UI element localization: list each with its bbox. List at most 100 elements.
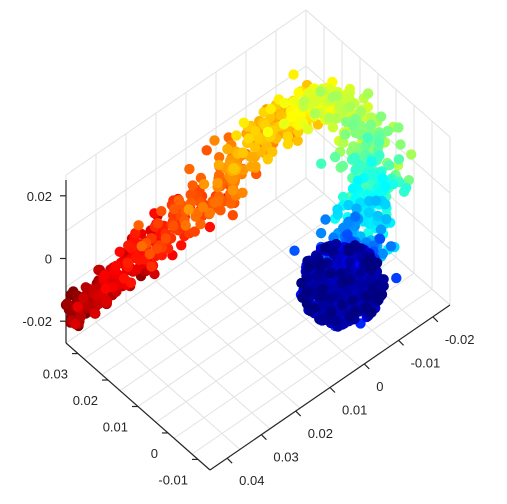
data-point <box>355 106 366 117</box>
data-point <box>279 118 290 129</box>
data-point <box>89 308 101 319</box>
data-point <box>323 112 335 124</box>
axes <box>60 180 451 471</box>
data-point <box>231 130 242 141</box>
data-point <box>335 268 347 279</box>
data-point <box>293 87 304 98</box>
data-point <box>250 161 261 172</box>
data-points <box>60 69 417 332</box>
data-point <box>315 227 327 239</box>
data-point <box>80 282 92 293</box>
data-point <box>265 103 276 115</box>
data-point <box>347 183 359 194</box>
x-tick-label: -0.01 <box>158 472 188 487</box>
data-point <box>176 240 187 251</box>
data-point <box>375 224 387 235</box>
data-point <box>288 69 299 80</box>
data-point <box>374 233 386 245</box>
data-point <box>204 221 216 233</box>
data-point <box>180 220 191 231</box>
data-point <box>373 136 385 148</box>
y-tick-mark <box>295 410 302 417</box>
data-point <box>344 101 356 113</box>
data-point <box>348 120 359 131</box>
data-point <box>100 283 112 294</box>
data-point <box>343 246 355 257</box>
wall-grid-line <box>65 177 307 344</box>
data-point <box>303 261 315 272</box>
data-point <box>286 111 297 123</box>
x-tick-label: 0.03 <box>43 367 68 382</box>
data-point <box>349 153 360 164</box>
data-point <box>225 198 237 209</box>
data-point <box>237 187 248 198</box>
data-point <box>325 268 336 279</box>
data-point <box>377 248 388 259</box>
data-point <box>72 301 83 312</box>
floor-grid-line <box>155 280 301 409</box>
data-point <box>187 180 198 191</box>
data-point <box>331 113 342 124</box>
data-point <box>215 205 226 216</box>
data-point <box>101 295 113 307</box>
data-point <box>99 269 111 281</box>
data-point <box>282 138 294 150</box>
data-point <box>133 220 144 231</box>
data-point <box>282 131 294 142</box>
data-point <box>366 307 377 318</box>
data-point <box>393 154 405 165</box>
data-point <box>385 241 397 252</box>
data-point <box>320 214 331 225</box>
data-point <box>388 179 399 190</box>
data-point <box>204 207 216 218</box>
data-point <box>189 226 200 237</box>
data-point <box>70 318 81 330</box>
data-point <box>184 163 195 175</box>
data-point <box>347 295 358 306</box>
data-point <box>110 260 122 272</box>
data-point <box>375 111 387 122</box>
data-point <box>279 97 290 109</box>
data-point <box>160 233 171 244</box>
data-point <box>262 154 273 165</box>
data-point <box>201 145 212 156</box>
data-point <box>289 245 300 256</box>
data-point <box>365 119 376 131</box>
data-point <box>123 240 134 251</box>
data-point <box>262 126 274 138</box>
data-point <box>362 255 373 266</box>
data-point <box>362 132 373 143</box>
wall-grid-line <box>65 9 307 176</box>
wall-grid-line <box>65 65 307 232</box>
data-point <box>197 201 209 213</box>
data-point <box>366 156 377 167</box>
data-point <box>122 257 133 269</box>
data-point <box>331 315 342 326</box>
data-point <box>78 292 89 304</box>
data-point <box>302 124 314 135</box>
data-point <box>365 264 376 275</box>
x-tick-label: 0 <box>151 446 158 461</box>
data-point <box>391 272 402 284</box>
data-point <box>151 243 163 254</box>
data-point <box>213 159 225 171</box>
data-point <box>355 278 366 290</box>
tick-labels: -0.0100.010.020.03-0.02-0.0100.010.020.0… <box>22 189 474 488</box>
data-point <box>382 125 394 137</box>
data-point <box>395 139 406 150</box>
data-point <box>173 195 185 206</box>
data-point <box>309 108 320 119</box>
data-point <box>400 182 412 193</box>
data-point <box>61 298 73 309</box>
data-point <box>352 175 364 186</box>
data-point <box>372 210 383 222</box>
data-point <box>228 163 239 174</box>
data-point <box>315 86 326 97</box>
data-point <box>371 257 383 268</box>
data-point <box>168 220 179 231</box>
data-point <box>354 268 366 279</box>
data-point <box>249 142 261 153</box>
data-point <box>381 214 392 225</box>
data-point <box>316 158 327 169</box>
data-point <box>156 206 167 217</box>
